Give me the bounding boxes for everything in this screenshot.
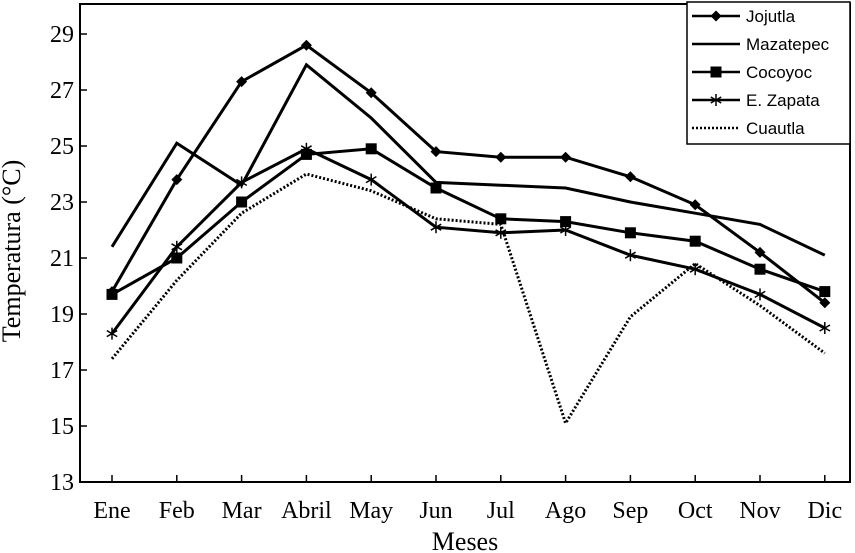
- data-point: [171, 240, 183, 253]
- legend-marker: [710, 94, 722, 106]
- y-tick-label: 13: [50, 470, 74, 496]
- series-1: [110, 62, 826, 257]
- y-tick-label: 17: [50, 358, 74, 384]
- data-point: [430, 182, 442, 194]
- data-point: [236, 176, 248, 189]
- x-tick-label: May: [349, 498, 393, 524]
- data-point: [236, 196, 248, 208]
- series-line: [110, 147, 826, 335]
- legend-item: E. Zapata: [692, 91, 820, 110]
- data-point: [365, 143, 377, 155]
- legend-label: Mazatepec: [746, 35, 830, 54]
- data-point: [430, 221, 442, 234]
- legend-marker: [710, 66, 722, 78]
- data-point: [624, 249, 636, 262]
- x-tick-label: Jun: [419, 498, 452, 524]
- data-point: [236, 76, 248, 88]
- x-tick-label: Ago: [545, 498, 586, 524]
- legend-item: Mazatepec: [692, 35, 830, 54]
- y-tick-label: 15: [50, 414, 74, 440]
- data-point: [819, 297, 831, 309]
- data-point: [365, 173, 377, 186]
- series-4: [110, 172, 826, 427]
- series-line: [111, 147, 826, 296]
- legend-label: Cocoyoc: [746, 63, 813, 82]
- x-tick-label: Abril: [281, 498, 332, 524]
- data-point: [365, 87, 377, 99]
- data-point: [689, 235, 701, 247]
- data-point: [560, 151, 572, 163]
- data-point: [171, 252, 183, 264]
- data-point: [819, 322, 831, 334]
- y-tick-label: 27: [50, 78, 74, 104]
- legend-marker: [710, 10, 722, 22]
- legend-label: Jojutla: [746, 7, 796, 26]
- data-point: [430, 146, 442, 158]
- y-tick-label: 19: [50, 302, 74, 328]
- data-point: [106, 288, 118, 300]
- data-point: [106, 327, 118, 340]
- data-point: [624, 171, 636, 183]
- series-3: [106, 142, 831, 340]
- x-tick-label: Oct: [678, 498, 713, 524]
- data-point: [754, 288, 766, 301]
- y-axis-title: Temperatura (°C): [0, 160, 26, 343]
- y-tick-label: 23: [50, 190, 74, 216]
- legend-item: Jojutla: [692, 7, 796, 26]
- data-point: [819, 286, 831, 298]
- series-line: [110, 62, 826, 257]
- data-point: [689, 199, 701, 211]
- data-point: [171, 174, 183, 186]
- x-tick-label: Nov: [739, 498, 780, 524]
- y-tick-label: 25: [50, 134, 74, 160]
- legend-item: Cuautla: [692, 119, 805, 138]
- chart-legend: Jojutla Mazatepec Cocoyoc E. Zapata Cuautla: [686, 1, 851, 145]
- y-tick-label: 29: [50, 22, 74, 48]
- data-point: [300, 39, 312, 51]
- data-point: [300, 142, 312, 155]
- x-tick-label: Feb: [159, 498, 195, 524]
- y-tick-label: 21: [50, 246, 74, 272]
- legend-item: Cocoyoc: [692, 63, 813, 82]
- data-point: [624, 227, 636, 239]
- x-axis-title: Meses: [432, 527, 498, 553]
- x-tick-label: Jul: [487, 498, 515, 524]
- x-tick-label: Mar: [222, 498, 262, 524]
- data-point: [560, 224, 572, 236]
- series-line: [110, 43, 826, 304]
- series-layer: [106, 39, 831, 427]
- chart-axes: 13 15 17 19 21 23 25 27 29 Ene Feb Mar Abril May Jun Ju…: [50, 3, 851, 524]
- data-point: [754, 246, 766, 258]
- data-point: [560, 216, 572, 228]
- series-line: [110, 172, 826, 427]
- legend-label: E. Zapata: [746, 91, 820, 110]
- data-point: [754, 263, 766, 275]
- data-point: [495, 213, 507, 225]
- data-point: [495, 151, 507, 163]
- legend-label: Cuautla: [746, 119, 805, 138]
- x-tick-label: Sep: [612, 498, 648, 524]
- plot-frame: [79, 3, 851, 483]
- x-tick-label: Dic: [807, 498, 842, 524]
- x-tick-label: Ene: [93, 498, 130, 524]
